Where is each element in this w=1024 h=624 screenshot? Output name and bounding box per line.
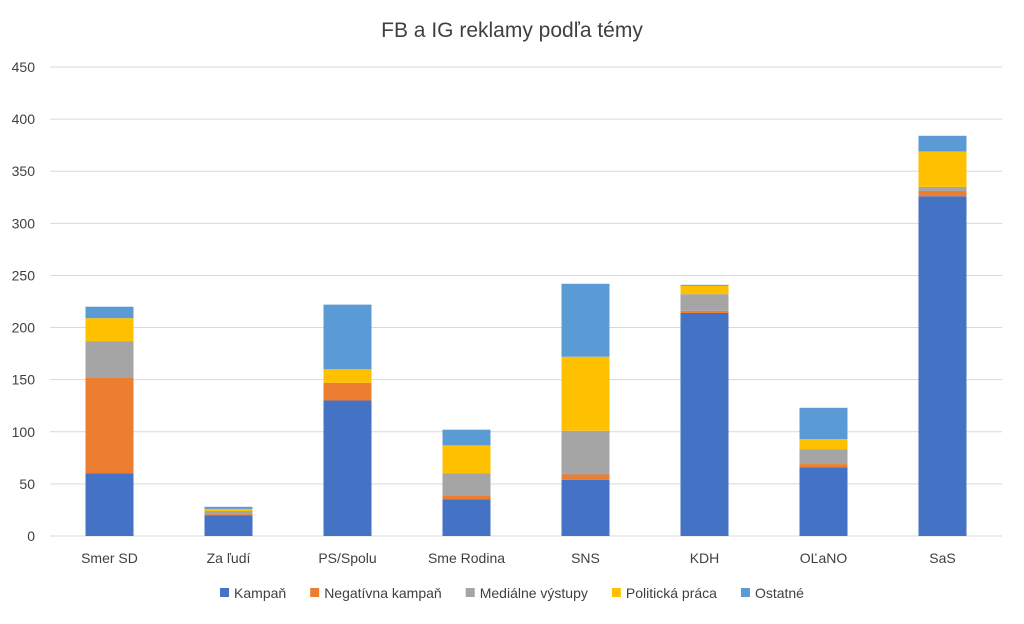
bar-stack-olano <box>799 407 848 536</box>
legend-item-kampan: Kampaň <box>220 585 286 601</box>
bar-segment-negativna-kampan <box>799 464 848 468</box>
bar-segment-kampan <box>680 312 729 536</box>
bar-segment-medialne-vystupy <box>204 510 253 515</box>
bar-segment-negativna-kampan <box>204 514 253 516</box>
legend-swatch <box>465 588 475 597</box>
x-tick-label: Za ľudí <box>207 550 251 566</box>
gridlines <box>50 66 1002 537</box>
bar-segment-kampan <box>204 515 253 536</box>
bar-segment-medialne-vystupy <box>799 449 848 465</box>
y-tick-label: 200 <box>12 320 36 336</box>
legend-item-negativna-kampan: Negatívna kampaň <box>310 585 442 601</box>
bar-segment-politicka-praca <box>204 508 253 511</box>
bar-segment-ostatne <box>442 429 491 446</box>
bar-segment-ostatne <box>680 284 729 286</box>
x-tick-label: SaS <box>929 550 955 566</box>
bar-segment-negativna-kampan <box>442 495 491 500</box>
y-tick-label: 400 <box>12 111 36 127</box>
x-tick-label: Smer SD <box>81 550 138 566</box>
y-tick-label: 50 <box>19 476 35 492</box>
y-tick-label: 300 <box>12 215 36 231</box>
legend: Kampaň Negatívna kampaň Mediálne výstupy Po… <box>220 585 804 601</box>
y-tick-label: 0 <box>27 528 35 544</box>
bar-stack-sas <box>918 135 967 537</box>
bar-stack-sns <box>561 283 610 536</box>
legend-swatch <box>220 588 230 597</box>
legend-item-ostatne: Ostatné <box>740 585 804 601</box>
bar-segment-medialne-vystupy <box>918 186 967 192</box>
bar-segment-kampan <box>918 196 967 537</box>
bar-segment-medialne-vystupy <box>561 430 610 475</box>
bar-segment-politicka-praca <box>442 445 491 474</box>
legend-label: Negatívna kampaň <box>324 585 442 601</box>
bar-stack-za-ludi <box>204 506 253 536</box>
legend-swatch <box>740 588 750 597</box>
x-tick-label: KDH <box>690 550 720 566</box>
bar-segment-medialne-vystupy <box>680 294 729 311</box>
bar-segment-ostatne <box>799 407 848 440</box>
bar-segment-politicka-praca <box>799 439 848 450</box>
y-tick-label: 150 <box>12 372 36 388</box>
bar-segment-politicka-praca <box>918 151 967 187</box>
bar-segment-ostatne <box>204 506 253 509</box>
legend-label: Kampaň <box>234 585 286 601</box>
legend-label: Ostatné <box>755 585 804 601</box>
bar-segment-ostatne <box>918 135 967 152</box>
y-tick-label: 350 <box>12 163 36 179</box>
bar-segment-ostatne <box>323 304 372 370</box>
legend-label: Politická práca <box>626 585 717 601</box>
legend-swatch <box>611 588 621 597</box>
bar-segment-kampan <box>799 467 848 536</box>
legend-label: Mediálne výstupy <box>480 585 588 601</box>
bar-stack-sme-rodina <box>442 429 491 536</box>
bar-segment-negativna-kampan <box>323 382 372 401</box>
bar-segment-medialne-vystupy <box>442 473 491 496</box>
bar-segment-ostatne <box>85 306 134 319</box>
bar-segment-politicka-praca <box>85 318 134 342</box>
legend-swatch <box>310 588 320 597</box>
bar-segment-kampan <box>85 473 134 536</box>
x-tick-label: OĽaNO <box>800 550 848 566</box>
x-tick-label: SNS <box>571 550 600 566</box>
bar-segment-kampan <box>442 499 491 536</box>
y-tick-label: 250 <box>12 267 36 283</box>
bar-stack-smer-sd <box>85 306 134 536</box>
legend-item-medialne-vystupy: Mediálne výstupy <box>465 585 588 601</box>
bar-segment-politicka-praca <box>323 369 372 383</box>
bar-segment-negativna-kampan <box>85 377 134 474</box>
x-tick-label: Sme Rodina <box>428 550 505 566</box>
bar-segment-negativna-kampan <box>680 310 729 313</box>
bar-segment-medialne-vystupy <box>85 341 134 378</box>
bar-stack-kdh <box>680 284 729 536</box>
bar-segment-politicka-praca <box>561 356 610 431</box>
bar-segment-negativna-kampan <box>918 191 967 197</box>
bars <box>85 135 967 537</box>
bar-segment-negativna-kampan <box>561 474 610 480</box>
y-axis-tick-labels: 0 50 100 150 200 250 300 350 400 450 <box>12 59 36 544</box>
bar-segment-politicka-praca <box>680 285 729 295</box>
x-axis-tick-labels: Smer SD Za ľudí PS/Spolu Sme Rodina SNS KDH OĽ… <box>81 550 956 566</box>
y-tick-label: 450 <box>12 59 36 75</box>
bar-segment-kampan <box>561 479 610 536</box>
x-tick-label: PS/Spolu <box>318 550 376 566</box>
bar-segment-ostatne <box>561 283 610 357</box>
bar-segment-kampan <box>323 400 372 536</box>
bar-stack-ps-spolu <box>323 304 372 536</box>
y-tick-label: 100 <box>12 424 36 440</box>
legend-item-politicka-praca: Politická práca <box>611 585 717 601</box>
chart-title: FB a IG reklamy podľa témy <box>381 19 643 42</box>
